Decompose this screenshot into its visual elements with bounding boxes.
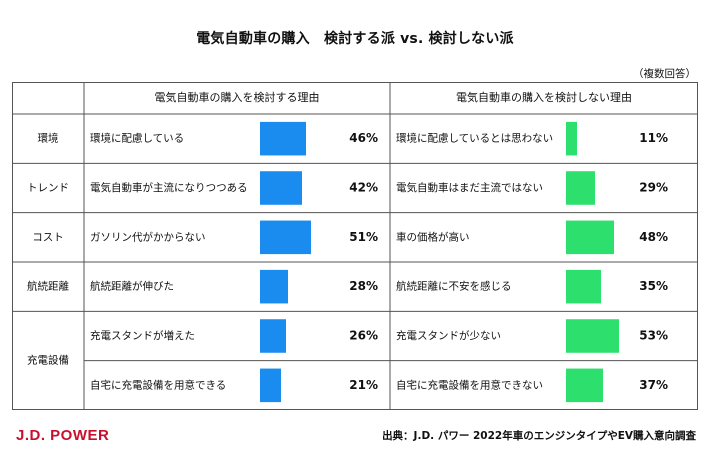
- consider-bar: [260, 121, 306, 156]
- consider-value-label: 21%: [349, 378, 378, 392]
- consider-reason-label: 電気自動車が主流になりつつある: [90, 181, 248, 194]
- consider-reason-label: 充電スタンドが増えた: [90, 329, 195, 342]
- consider-bar: [260, 171, 302, 205]
- consider-value-label: 42%: [349, 181, 378, 195]
- jd-power-logo: J.D. POWER: [16, 427, 110, 444]
- not-consider-value-label: 29%: [639, 181, 668, 195]
- consider-value-label: 51%: [349, 230, 378, 244]
- not-consider-value-label: 48%: [639, 230, 668, 244]
- not-consider-reason-label: 環境に配慮しているとは思わない: [396, 132, 553, 145]
- table-border: [12, 82, 698, 410]
- consider-reason-label: 環境に配慮している: [90, 132, 184, 145]
- not-consider-value-label: 53%: [639, 329, 668, 343]
- category-label: 環境: [38, 132, 59, 145]
- not-consider-bar: [566, 269, 601, 304]
- consider-bar: [260, 319, 286, 353]
- not-consider-reason-label: 電気自動車はまだ主流ではない: [396, 181, 543, 194]
- not-consider-bar: [566, 220, 614, 255]
- not-consider-reason-label: 車の価格が高い: [396, 230, 470, 243]
- not-consider-value-label: 11%: [639, 131, 668, 145]
- consider-reason-label: 自宅に充電設備を用意できる: [90, 378, 226, 391]
- consider-bar: [260, 269, 288, 304]
- source-citation: 出典：J.D. パワー 2022年車のエンジンタイプやEV購入意向調査: [382, 430, 696, 442]
- comparison-table-chart: 電気自動車の購入を検討する理由 電気自動車の購入を検討しない理由環境トレンドコスト…: [12, 82, 698, 410]
- consider-value-label: 46%: [349, 131, 378, 145]
- category-label: トレンド: [27, 182, 69, 194]
- consider-value-label: 28%: [349, 279, 378, 293]
- category-label: 航続距離: [27, 280, 69, 293]
- consider-bar: [260, 220, 311, 255]
- not-consider-value-label: 37%: [639, 378, 668, 392]
- consider-bar: [260, 368, 281, 403]
- consider-reason-label: 航続距離が伸びた: [90, 280, 174, 293]
- chart-title: 電気自動車の購入 検討する派 vs. 検討しない派: [196, 31, 514, 47]
- not-consider-reason-label: 航続距離に不安を感じる: [396, 280, 512, 293]
- not-consider-reason-label: 自宅に充電設備を用意できない: [396, 378, 543, 391]
- not-consider-bar: [566, 171, 595, 205]
- not-consider-bar: [566, 368, 603, 403]
- category-label: コスト: [32, 231, 64, 243]
- consider-value-label: 26%: [349, 329, 378, 343]
- not-consider-bar: [566, 319, 619, 353]
- consider-reason-label: ガソリン代がかからない: [90, 230, 206, 243]
- category-label: 充電設備: [27, 354, 69, 367]
- multiple-answer-note: （複数回答）: [633, 68, 696, 80]
- header-not-consider: 電気自動車の購入を検討しない理由: [456, 90, 632, 104]
- not-consider-value-label: 35%: [639, 279, 668, 293]
- header-consider: 電気自動車の購入を検討する理由: [155, 90, 320, 104]
- not-consider-reason-label: 充電スタンドが少ない: [396, 329, 501, 342]
- not-consider-bar: [566, 121, 577, 156]
